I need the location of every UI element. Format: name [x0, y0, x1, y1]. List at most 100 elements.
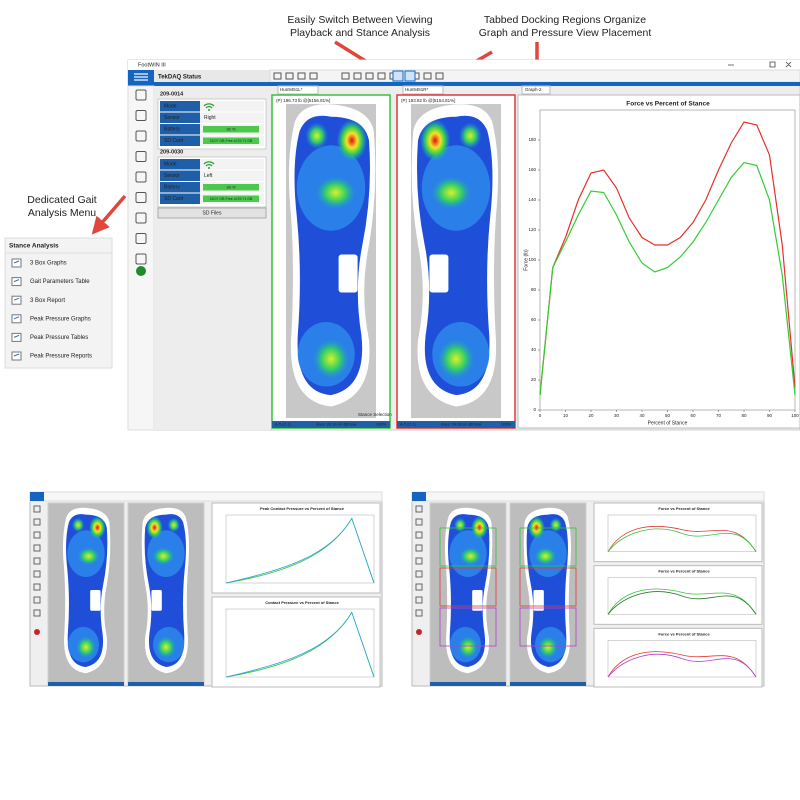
y-tick-label: 180 — [528, 137, 536, 142]
view-header: (P) 193.82 lb @[5154.81%] — [401, 98, 455, 103]
row-label: Battery — [164, 127, 180, 133]
thumb-icon — [415, 609, 423, 617]
menu-item[interactable]: 3 Box Report — [30, 298, 65, 304]
x-tick-label: 20 — [588, 413, 594, 418]
tool-icon[interactable] — [285, 72, 294, 80]
row-label-bg — [160, 124, 200, 135]
view-tab[interactable] — [402, 85, 444, 95]
footer-text: Area: 24.08 in² @Peak — [441, 422, 482, 427]
thumb-icon — [415, 505, 423, 513]
sensor-value: Right — [204, 115, 216, 121]
y-tick-label: 120 — [528, 227, 536, 232]
row-label-bg — [160, 112, 200, 123]
tool-icon[interactable] — [273, 72, 282, 80]
thumb-icon — [33, 596, 41, 604]
status-bar — [397, 421, 515, 428]
tool-icon[interactable] — [423, 72, 432, 80]
icon-line — [13, 260, 20, 264]
status-bar — [272, 421, 390, 428]
thumb-icon — [415, 557, 423, 565]
y-tick-label: 140 — [528, 197, 536, 202]
sidebar-icon[interactable] — [135, 130, 147, 142]
menu-title: Stance Analysis — [9, 243, 59, 250]
annotation: Dedicated Gait — [27, 194, 97, 206]
pressure-zone — [471, 516, 488, 540]
sd-bar — [203, 195, 259, 202]
x-tick-label: 70 — [716, 413, 722, 418]
thumb-curve — [607, 528, 757, 552]
menu-item[interactable]: Peak Pressure Graphs — [30, 316, 91, 322]
pressure-zone — [549, 517, 563, 533]
sidebar-icon[interactable] — [135, 89, 147, 101]
row-label-bg — [160, 193, 200, 204]
sd-files-button[interactable] — [157, 207, 267, 219]
footer-text: Area: 26.24 in² @Peak — [316, 422, 357, 427]
icon-line — [13, 353, 20, 357]
thumb-toolbar — [29, 491, 383, 502]
button-label[interactable]: SD Files — [203, 210, 222, 216]
thumb-curve — [607, 591, 757, 615]
sidebar-icon[interactable] — [135, 151, 147, 162]
region-box — [439, 607, 497, 647]
menu-item[interactable]: Peak Pressure Reports — [30, 354, 92, 360]
thumb-dot — [416, 629, 422, 635]
tool-icon[interactable] — [341, 72, 350, 80]
battery-bar — [203, 126, 259, 133]
x-tick-label: 40 — [639, 413, 645, 418]
graph-tab[interactable] — [521, 85, 551, 95]
thumb-chart-title: Peak Contact Pressure vs Percent of Stan… — [260, 506, 345, 511]
menu-item[interactable]: Gait Parameters Table — [30, 279, 90, 285]
pressure-zone — [419, 119, 451, 162]
menu-icon — [11, 295, 22, 305]
pressure-zone — [458, 122, 482, 150]
thumb-icon — [415, 531, 423, 539]
row-label-bg — [160, 135, 200, 146]
thumb-hamburger — [30, 492, 44, 501]
sidebar-icon[interactable] — [135, 212, 147, 224]
sidebar-icon[interactable] — [135, 233, 147, 244]
tool-icon[interactable] — [365, 72, 374, 80]
row-label: Sensor — [164, 115, 180, 121]
tab-label[interactable]: Graph-2 — [525, 87, 542, 92]
thumb-icon — [415, 583, 423, 591]
sidebar-icon[interactable] — [135, 171, 147, 183]
pressure-zone — [71, 517, 85, 533]
row-label-bg — [160, 101, 200, 112]
tool-icon[interactable] — [309, 72, 318, 80]
pressure-zone — [89, 516, 106, 540]
sidebar-icon[interactable] — [135, 253, 147, 265]
footer-text: A-5 (2-1) — [400, 422, 416, 427]
tool-icon[interactable] — [297, 72, 306, 80]
row-value-bg — [200, 112, 264, 123]
battery-value: 92 % — [226, 126, 236, 131]
annotation: Graph and Pressure View Placement — [479, 27, 652, 39]
region-box — [439, 527, 497, 567]
thumb-dot — [34, 629, 40, 635]
tab-label[interactable]: Hun9451R* — [405, 87, 429, 92]
x-tick-label: 80 — [741, 413, 747, 418]
sidebar — [127, 85, 155, 431]
battery-value: 93 % — [226, 184, 236, 189]
thumb-graph — [211, 596, 381, 688]
tool-icon[interactable] — [353, 72, 362, 80]
y-tick-label: 100 — [528, 257, 536, 262]
sidebar-icon[interactable] — [135, 192, 147, 203]
row-label: Mode — [164, 162, 177, 168]
wifi-dot — [208, 109, 210, 111]
tool-icon[interactable] — [435, 72, 444, 80]
dock-bar — [128, 82, 800, 86]
menu-panel — [4, 237, 113, 369]
sidebar-icon[interactable] — [135, 110, 147, 121]
panel-header — [154, 70, 270, 84]
menu-item[interactable]: 3 Box Graphs — [30, 261, 67, 267]
x-tick-label: 100 — [791, 413, 799, 418]
tool-icon[interactable] — [377, 72, 386, 80]
sd-bar — [203, 137, 259, 144]
tab-label[interactable]: Hun9451L* — [280, 87, 303, 92]
region-box — [519, 567, 577, 607]
thumb-curve — [607, 588, 757, 615]
view-tab[interactable] — [277, 85, 319, 95]
thumb-icon — [33, 570, 41, 578]
sensor-value: Left — [204, 173, 213, 179]
menu-item[interactable]: Peak Pressure Tables — [30, 335, 88, 341]
